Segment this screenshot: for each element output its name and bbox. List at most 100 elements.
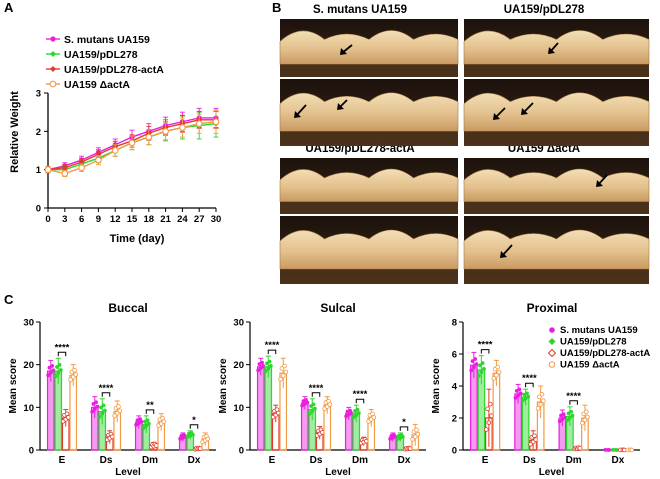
tooth-photo [279, 158, 459, 214]
bar-data-point [114, 411, 120, 416]
growth-point-delta-acta [145, 133, 153, 141]
bar-data-point [263, 369, 268, 373]
bar-data-point [144, 423, 149, 428]
bar-data-point [268, 364, 273, 368]
bar-data-point [311, 402, 316, 407]
bar-data-point [99, 405, 103, 410]
arrowhead-icon [294, 111, 301, 118]
bar-data-point [517, 387, 522, 392]
bar-data-point [161, 419, 167, 424]
bar-chart-title: Sulcal [320, 301, 355, 315]
bar-data-point [486, 420, 492, 425]
growth-point-delta-acta [179, 124, 186, 131]
bar-data-point [496, 369, 502, 375]
significance-bracket [399, 426, 409, 431]
tooth-photo-panel: S. mutans UA159 UA159/pDL278 UA159/pDL27… [279, 4, 650, 284]
bar-data-point [260, 360, 264, 365]
significance-bracket [525, 382, 534, 388]
bar-data-point [70, 374, 76, 380]
bar-data-point [354, 413, 359, 417]
bar-data-point [525, 391, 529, 396]
bar-data-point [557, 419, 562, 424]
significance-bracket [101, 392, 111, 397]
growth-x-tick-label: 27 [194, 214, 205, 225]
bar-data-point [476, 373, 481, 378]
bar-legend-label-pdl278: UA159/pDL278 [560, 337, 627, 348]
growth-x-tick-label: 15 [127, 214, 138, 225]
bar-y-axis-label: Mean score [431, 358, 442, 413]
bar-chart-proximal: Proximal 0 2 4 6 8 Mean score Level E **** Ds **** D… [431, 301, 650, 478]
bar-data-point [485, 406, 490, 412]
tooth-crown [463, 92, 650, 132]
significance-bracket [480, 349, 490, 354]
growth-legend-marker [50, 51, 56, 57]
significance-bracket [189, 424, 199, 429]
bar-data-point [310, 409, 315, 414]
bar-data-point [351, 415, 356, 420]
growth-legend: S. mutans UA159 UA159/pDL278 UA159/pDL278-… [46, 34, 164, 91]
bar-x-axis-label: Level [325, 467, 351, 478]
bar-data-point [139, 419, 144, 424]
bar-data-point [327, 402, 333, 407]
bar-data-point [282, 363, 287, 369]
significance-label: * [192, 415, 196, 426]
growth-y-tick-label: 2 [36, 127, 41, 138]
significance-label: **** [309, 383, 324, 394]
bar-y-tick-label: 6 [452, 350, 457, 361]
growth-legend-label-pdl278-acta: UA159/pDL278-actA [64, 64, 164, 76]
growth-legend-marker [49, 80, 57, 88]
bar-data-point [532, 433, 537, 439]
bar-data-point [480, 361, 485, 365]
bar-data-point [487, 401, 493, 407]
bar-data-point [513, 395, 518, 400]
bar-delta-acta [69, 374, 78, 451]
growth-x-tick-label: 6 [79, 214, 84, 225]
bar-data-point [280, 373, 286, 378]
growth-x-tick-label: 0 [45, 214, 50, 225]
bar-data-point [516, 393, 520, 398]
significance-label: **** [265, 340, 280, 351]
bar-category-label: Dm [566, 455, 582, 466]
bar-category-label: E [59, 455, 66, 466]
bar-chart-sulcal: Sulcal 0 10 20 30 Mean score Level E **** Ds **** D… [218, 301, 426, 478]
panel-letter-b: B [272, 0, 281, 15]
bar-data-point [567, 416, 572, 420]
bar-data-point [46, 373, 51, 378]
growth-legend-label-pdl278: UA159/pDL278 [64, 49, 138, 61]
bar-data-point [471, 365, 476, 370]
bar-legend-marker [549, 327, 555, 333]
tooth-crown [279, 229, 459, 270]
bar-data-point [116, 404, 121, 409]
bar-y-tick-label: 30 [233, 318, 244, 329]
bar-data-point [305, 400, 310, 405]
growth-legend-marker [50, 66, 56, 72]
significance-label: ** [146, 400, 154, 411]
significance-label: **** [99, 383, 114, 394]
growth-point-delta-acta [195, 120, 203, 128]
photo-base-shadow [464, 131, 649, 146]
significance-bracket [355, 398, 365, 404]
bar-data-point [53, 374, 58, 379]
growth-point-delta-acta [111, 147, 119, 154]
bar-data-point [266, 366, 271, 371]
bar-data-point [470, 359, 475, 364]
tooth-photo [463, 216, 650, 284]
bar-data-point [570, 413, 575, 418]
bar-data-point [371, 415, 377, 420]
arrowhead-icon [493, 113, 500, 120]
bar-legend-marker [548, 361, 556, 368]
growth-y-axis-label: Relative Weight [9, 91, 21, 173]
bar-data-point [92, 407, 97, 411]
bar-data-point [267, 359, 272, 364]
bar-data-point [521, 398, 525, 403]
bar-pdl278 [264, 366, 273, 451]
tooth-crown [279, 30, 459, 65]
growth-point-delta-acta [212, 118, 220, 126]
tooth-photo [463, 19, 650, 77]
bar-data-point [55, 365, 59, 369]
bar-data-point [473, 357, 478, 361]
bar-data-point [100, 411, 105, 416]
